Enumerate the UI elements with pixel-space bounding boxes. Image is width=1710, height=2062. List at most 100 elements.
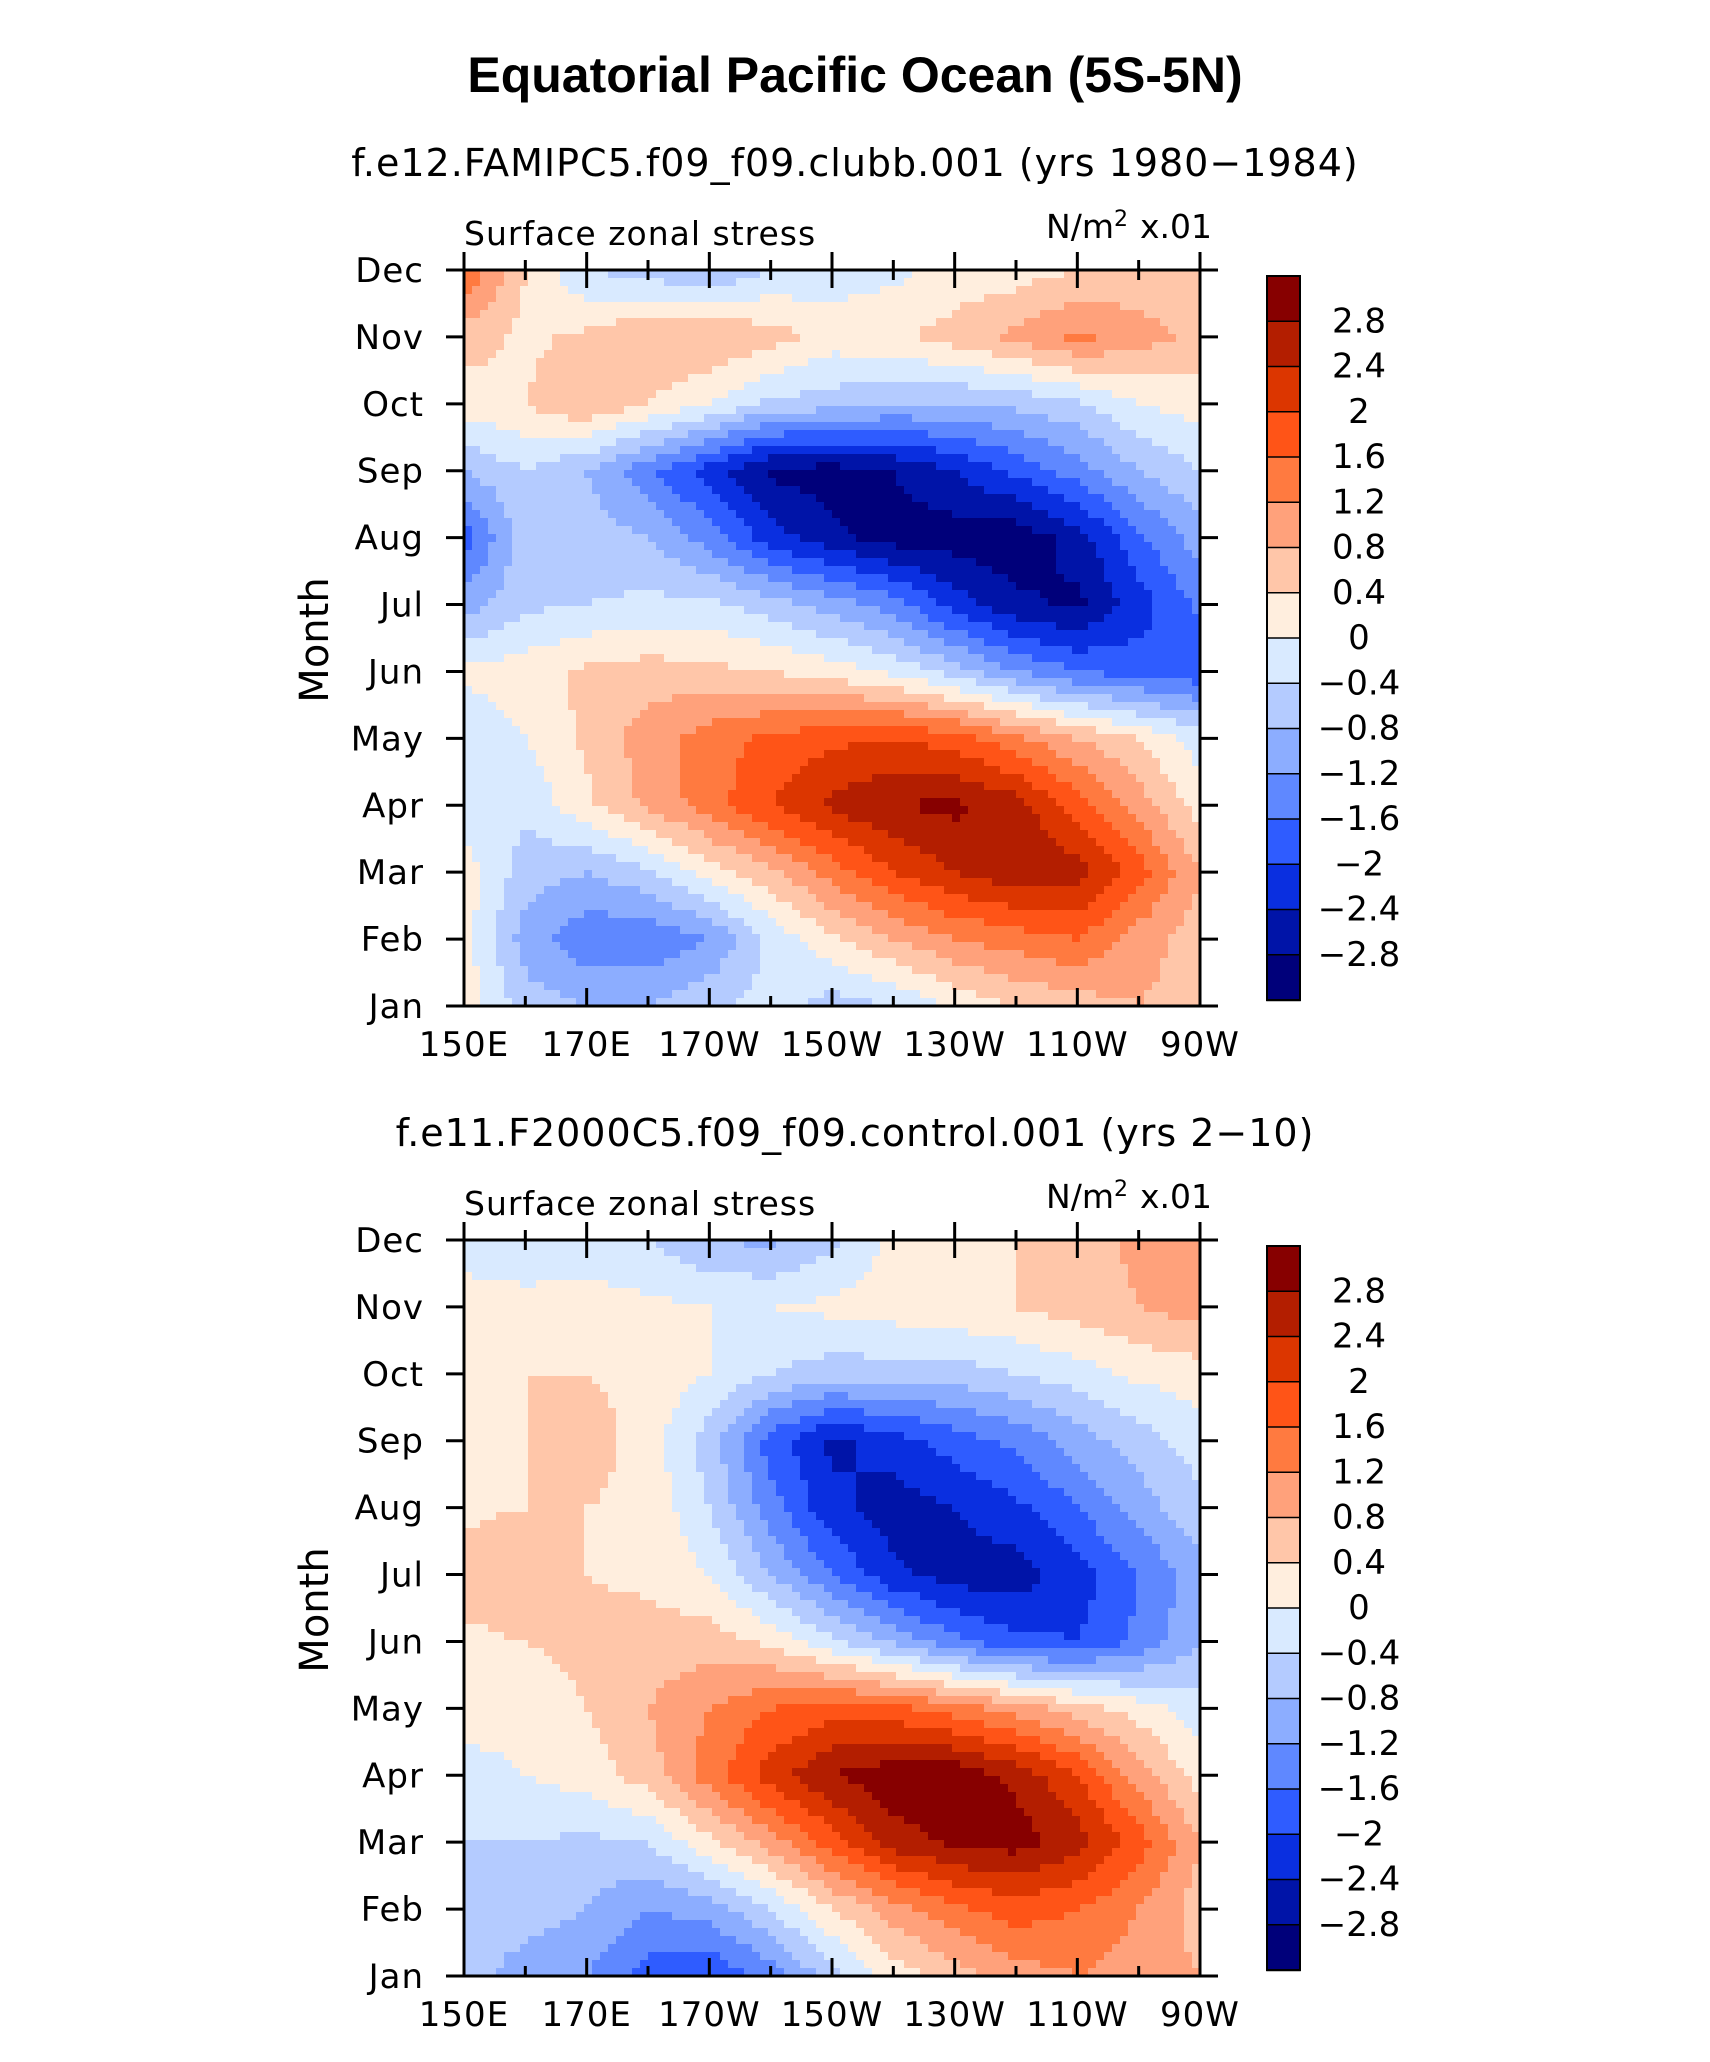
contour-cell xyxy=(920,350,929,359)
contour-cell xyxy=(1008,414,1017,423)
contour-cell xyxy=(696,526,705,535)
contour-cell xyxy=(632,534,641,543)
contour-cell xyxy=(1096,526,1105,535)
contour-cell xyxy=(544,582,553,591)
contour-cell xyxy=(512,478,521,487)
contour-cell xyxy=(976,510,985,519)
contour-cell xyxy=(1112,278,1121,287)
contour-cell xyxy=(1184,638,1193,647)
contour-cell xyxy=(952,694,961,703)
contour-cell xyxy=(480,438,489,447)
contour-cell xyxy=(552,398,561,407)
contour-cell xyxy=(824,422,833,431)
contour-cell xyxy=(752,534,761,543)
contour-cell xyxy=(704,590,713,599)
contour-cell xyxy=(760,326,769,335)
contour-cell xyxy=(736,598,745,607)
contour-cell xyxy=(896,614,905,623)
contour-cell xyxy=(1040,286,1049,295)
contour-cell xyxy=(1048,638,1057,647)
contour-cell xyxy=(928,422,937,431)
contour-cell xyxy=(1104,478,1113,487)
contour-cell xyxy=(1136,678,1145,687)
contour-cell xyxy=(704,350,713,359)
contour-cell xyxy=(992,270,1001,279)
contour-cell xyxy=(960,614,969,623)
contour-cell xyxy=(1128,598,1137,607)
contour-cell xyxy=(848,318,857,327)
contour-cell xyxy=(768,558,777,567)
contour-cell xyxy=(528,550,537,559)
contour-cell xyxy=(528,494,537,503)
contour-cell xyxy=(920,686,929,695)
contour-cell xyxy=(1056,342,1065,351)
contour-cell xyxy=(608,670,617,679)
contour-cell xyxy=(672,582,681,591)
contour-cell xyxy=(632,638,641,647)
contour-cell xyxy=(504,598,513,607)
contour-cell xyxy=(680,550,689,559)
contour-cell xyxy=(472,502,481,511)
contour-cell xyxy=(472,646,481,655)
contour-cell xyxy=(1160,510,1169,519)
contour-cell xyxy=(520,358,529,367)
contour-cell xyxy=(1128,462,1137,471)
contour-cell xyxy=(904,470,913,479)
contour-cell xyxy=(696,694,705,703)
contour-cell xyxy=(912,406,921,415)
contour-cell xyxy=(888,350,897,359)
contour-cell xyxy=(808,694,817,703)
contour-cell xyxy=(544,502,553,511)
contour-cell xyxy=(1136,470,1145,479)
contour-cell xyxy=(704,358,713,367)
contour-cell xyxy=(1120,582,1129,591)
contour-cell xyxy=(792,534,801,543)
contour-cell xyxy=(944,510,953,519)
contour-cell xyxy=(464,598,473,607)
contour-cell xyxy=(1016,286,1025,295)
contour-cell xyxy=(592,366,601,375)
contour-cell xyxy=(728,422,737,431)
contour-cell xyxy=(1192,390,1201,399)
contour-cell xyxy=(960,462,969,471)
contour-cell xyxy=(760,382,769,391)
contour-cell xyxy=(1072,686,1081,695)
contour-cell xyxy=(1080,670,1089,679)
contour-cell xyxy=(728,638,737,647)
contour-cell xyxy=(768,566,777,575)
contour-cell xyxy=(856,294,865,303)
contour-cell xyxy=(544,454,553,463)
contour-cell xyxy=(544,534,553,543)
contour-cell xyxy=(992,566,1001,575)
contour-cell xyxy=(680,670,689,679)
contour-cell xyxy=(488,670,497,679)
contour-cell xyxy=(544,270,553,279)
contour-cell xyxy=(640,638,649,647)
contour-cell xyxy=(768,390,777,399)
contour-cell xyxy=(728,382,737,391)
contour-cell xyxy=(744,494,753,503)
contour-cell xyxy=(1192,598,1201,607)
contour-cell xyxy=(680,510,689,519)
contour-cell xyxy=(552,486,561,495)
contour-cell xyxy=(584,286,593,295)
contour-cell xyxy=(776,510,785,519)
contour-cell xyxy=(1088,454,1097,463)
contour-cell xyxy=(968,662,977,671)
contour-cell xyxy=(936,678,945,687)
contour-cell xyxy=(768,550,777,559)
contour-cell xyxy=(1016,294,1025,303)
contour-cell xyxy=(984,582,993,591)
contour-cell xyxy=(832,582,841,591)
contour-cell xyxy=(736,542,745,551)
contour-cell xyxy=(1184,566,1193,575)
contour-cell xyxy=(1072,406,1081,415)
contour-cell xyxy=(912,422,921,431)
contour-cell xyxy=(536,422,545,431)
contour-cell xyxy=(640,574,649,583)
contour-cell xyxy=(920,278,929,287)
contour-cell xyxy=(576,446,585,455)
contour-cell xyxy=(624,614,633,623)
contour-cell xyxy=(768,398,777,407)
contour-cell xyxy=(544,398,553,407)
